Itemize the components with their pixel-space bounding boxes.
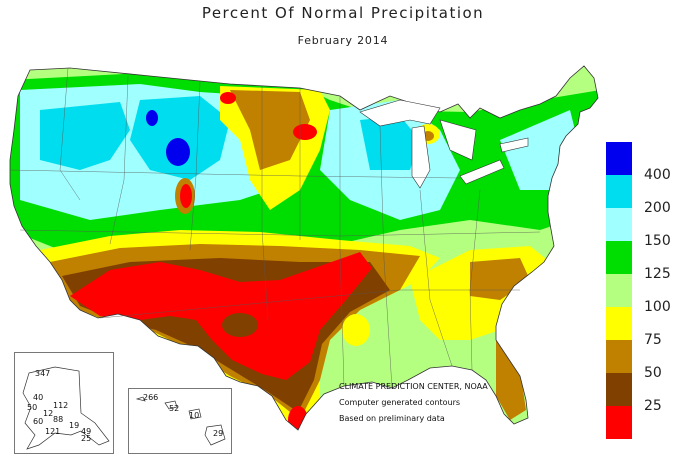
hawaii-value: 52 (169, 404, 180, 413)
alaska-outline (22, 366, 110, 450)
credits: CLIMATE PREDICTION CENTER, NOAA Computer… (339, 379, 488, 427)
legend-swatch (606, 406, 632, 439)
page-title: Percent Of Normal Precipitation (201, 4, 485, 22)
legend-swatch (606, 175, 632, 208)
alaska-value: 50 (27, 403, 38, 412)
lake-ontario (499, 137, 529, 153)
legend-label-400: 400 (644, 167, 671, 183)
hawaii-value: 266 (143, 393, 159, 402)
alaska-value: 49 (81, 427, 92, 436)
state-borders (9, 67, 541, 389)
legend-label-200: 200 (644, 200, 671, 216)
legend-label-25: 25 (644, 398, 662, 414)
legend-label-150: 150 (644, 233, 671, 249)
alaska-value: 60 (33, 417, 44, 426)
credits-line-2: Computer generated contours (339, 398, 461, 407)
legend-label-100: 100 (644, 299, 671, 315)
contour-fill (10, 66, 598, 430)
alaska-inset: 347 40 50 112 12 88 60 19 121 49 25 (14, 352, 114, 454)
legend-swatch (606, 340, 632, 373)
alaska-value: 25 (81, 434, 92, 443)
legend-swatch (606, 208, 632, 241)
credits-line-1: CLIMATE PREDICTION CENTER, NOAA (339, 382, 488, 391)
us-outline (9, 65, 599, 431)
page-subtitle: February 2014 (297, 34, 389, 47)
legend: 400 200 150 125 100 75 50 25 (606, 142, 686, 439)
legend-swatch (606, 241, 632, 274)
alaska-value: 19 (69, 421, 80, 430)
hawaii-inset: 266 52 10 29 (128, 388, 232, 454)
legend-swatch (606, 274, 632, 307)
credits-line-3: Based on preliminary data (339, 414, 445, 423)
hawaii-value: 10 (189, 411, 200, 420)
lake-erie (459, 159, 505, 185)
hawaii-value: 29 (213, 429, 224, 438)
legend-label-50: 50 (644, 365, 662, 381)
legend-swatch (606, 373, 632, 406)
lake-huron (439, 119, 477, 161)
hawaii-outline (135, 396, 226, 446)
lake-michigan (411, 125, 431, 189)
legend-swatch (606, 142, 632, 175)
alaska-value: 112 (53, 401, 69, 410)
alaska-value: 88 (53, 415, 64, 424)
alaska-value: 40 (33, 393, 44, 402)
legend-swatch (606, 307, 632, 340)
alaska-value: 12 (43, 409, 54, 418)
legend-label-125: 125 (644, 266, 671, 282)
alaska-value: 121 (45, 427, 61, 436)
legend-label-75: 75 (644, 332, 662, 348)
alaska-value: 347 (35, 369, 51, 378)
